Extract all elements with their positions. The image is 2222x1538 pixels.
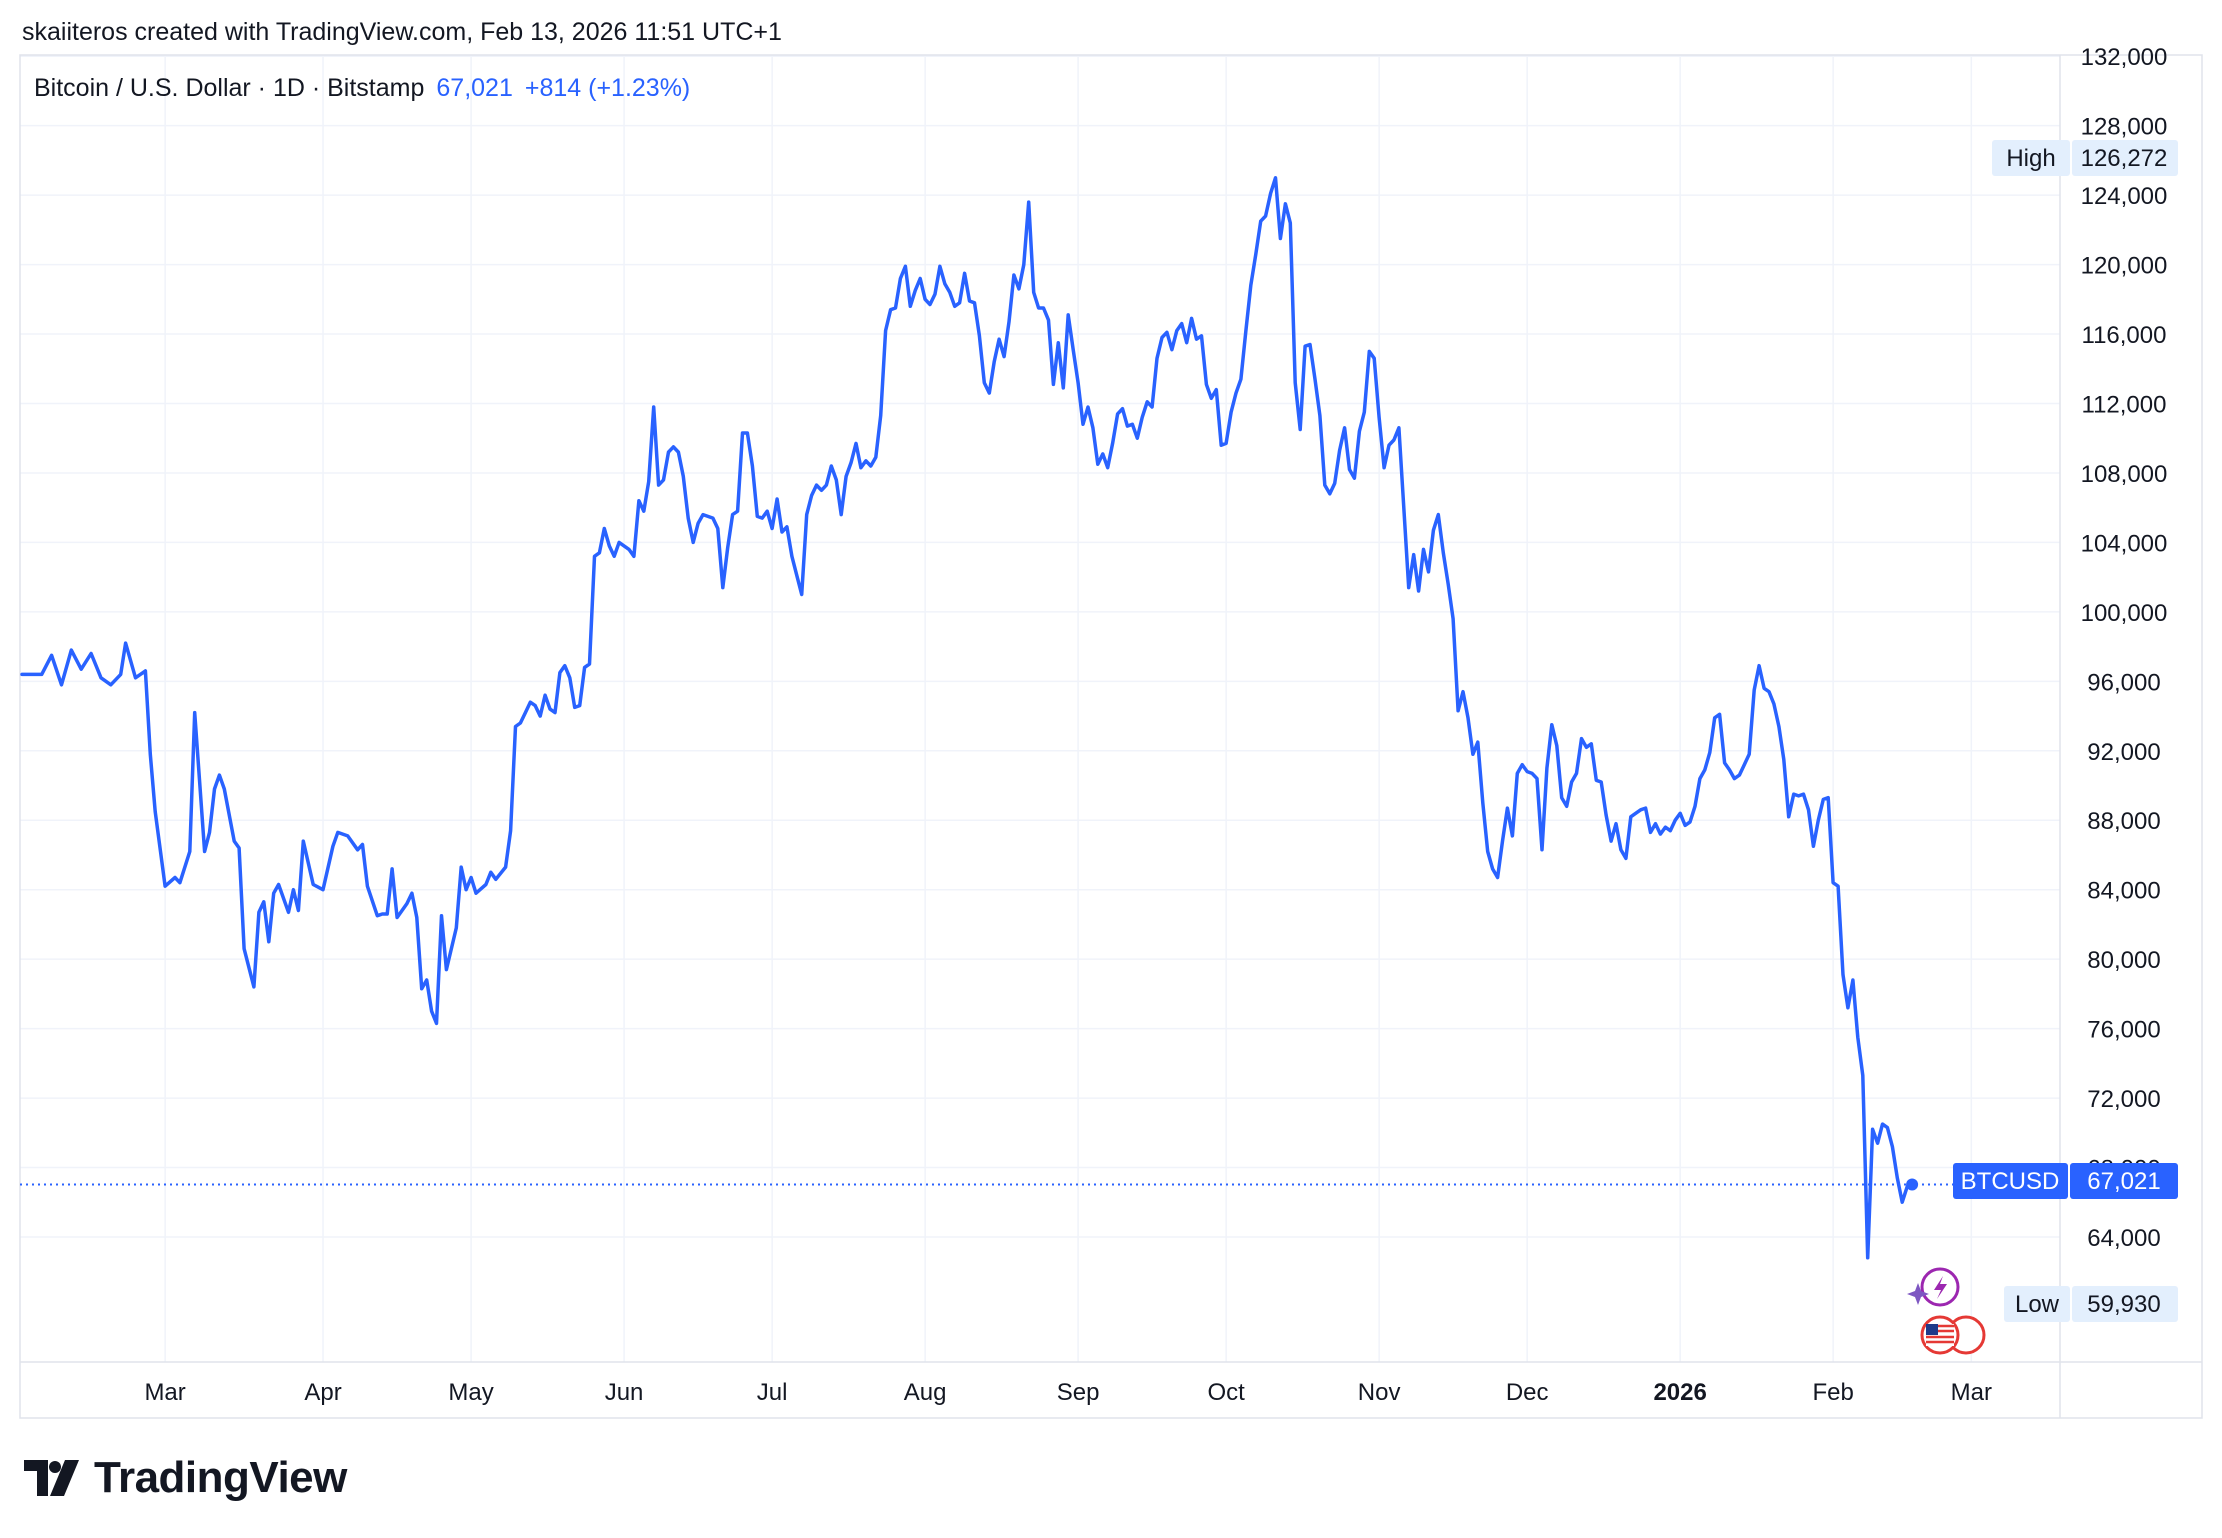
high-badge-label: High — [2006, 145, 2055, 172]
x-tick-label: Mar — [144, 1379, 185, 1406]
y-tick-label: 116,000 — [2082, 322, 2167, 349]
legend-symbol: Bitcoin / U.S. Dollar · 1D · Bitstamp — [34, 74, 425, 102]
low-badge-label: Low — [2015, 1291, 2060, 1318]
chart-legend[interactable]: Bitcoin / U.S. Dollar · 1D · Bitstamp 67,… — [34, 74, 690, 103]
created-by-caption: skaiiteros created with TradingView.com,… — [22, 18, 782, 46]
legend-change: +814 (+1.23%) — [524, 74, 691, 102]
y-tick-label: 64,000 — [2087, 1225, 2160, 1252]
ticker-badge-label: BTCUSD — [1961, 1168, 2060, 1195]
y-tick-label: 80,000 — [2087, 947, 2160, 974]
tradingview-brand[interactable]: TradingView — [24, 1448, 347, 1508]
chart-frame — [19, 54, 2203, 1419]
price-badges: High 126,272 Low 59,930 BTCUSD 67,021 — [1953, 140, 2178, 1322]
x-tick-label: Sep — [1057, 1379, 1100, 1406]
last-price-dot — [1906, 1178, 1919, 1191]
y-tick-label: 84,000 — [2087, 878, 2160, 905]
low-badge: Low 59,930 — [2004, 1286, 2178, 1322]
x-tick-label: 2026 — [1653, 1379, 1706, 1406]
series-btcusd[interactable] — [20, 176, 1919, 1260]
x-tick-label: Mar — [1951, 1379, 1992, 1406]
ticker-badge[interactable]: BTCUSD 67,021 — [1953, 1163, 2178, 1199]
legend-last-price: 67,021 — [436, 74, 513, 102]
low-badge-value: 59,930 — [2087, 1291, 2160, 1318]
x-tick-label: May — [448, 1379, 493, 1406]
high-badge-value: 126,272 — [2081, 145, 2168, 172]
y-tick-label: 124,000 — [2081, 183, 2168, 210]
high-badge: High 126,272 — [1992, 140, 2178, 176]
x-tick-label: Jul — [757, 1379, 788, 1406]
grid-lines — [20, 55, 2060, 1362]
y-tick-label: 72,000 — [2087, 1086, 2160, 1113]
y-tick-label: 108,000 — [2081, 461, 2168, 488]
y-tick-label: 92,000 — [2087, 739, 2160, 766]
ticker-badge-value: 67,021 — [2087, 1168, 2160, 1195]
y-tick-label: 120,000 — [2081, 253, 2168, 280]
x-tick-label: Feb — [1812, 1379, 1853, 1406]
x-tick-label: Nov — [1358, 1379, 1401, 1406]
y-tick-label: 112,000 — [2082, 391, 2167, 418]
y-tick-label: 104,000 — [2081, 530, 2168, 557]
x-tick-label: Oct — [1207, 1379, 1245, 1406]
y-tick-label: 88,000 — [2087, 808, 2160, 835]
x-tick-label: Dec — [1506, 1379, 1549, 1406]
x-tick-label: Jun — [605, 1379, 644, 1406]
y-tick-label: 128,000 — [2081, 114, 2168, 141]
y-tick-label: 76,000 — [2087, 1017, 2160, 1044]
tradingview-wordmark: TradingView — [94, 1453, 347, 1502]
y-tick-label: 132,000 — [2081, 44, 2168, 71]
tradingview-logo-icon — [24, 1460, 79, 1496]
us-flag-event-icon[interactable] — [1920, 1315, 1986, 1355]
y-tick-label: 100,000 — [2081, 600, 2168, 627]
y-tick-label: 96,000 — [2087, 669, 2160, 696]
sparkle-lightning-icon[interactable] — [1907, 1267, 1960, 1307]
x-tick-label: Apr — [304, 1379, 341, 1406]
y-axis: 132,000 128,000 124,000 120,000 116,000 112,0… — [2081, 44, 2168, 1252]
plot-border — [19, 54, 2203, 1419]
price-line[interactable] — [20, 176, 1914, 1260]
x-axis: Mar Apr May Jun Jul Aug Sep Oct Nov Dec 2026 Feb Mar — [144, 1379, 1992, 1406]
x-tick-label: Aug — [904, 1379, 947, 1406]
